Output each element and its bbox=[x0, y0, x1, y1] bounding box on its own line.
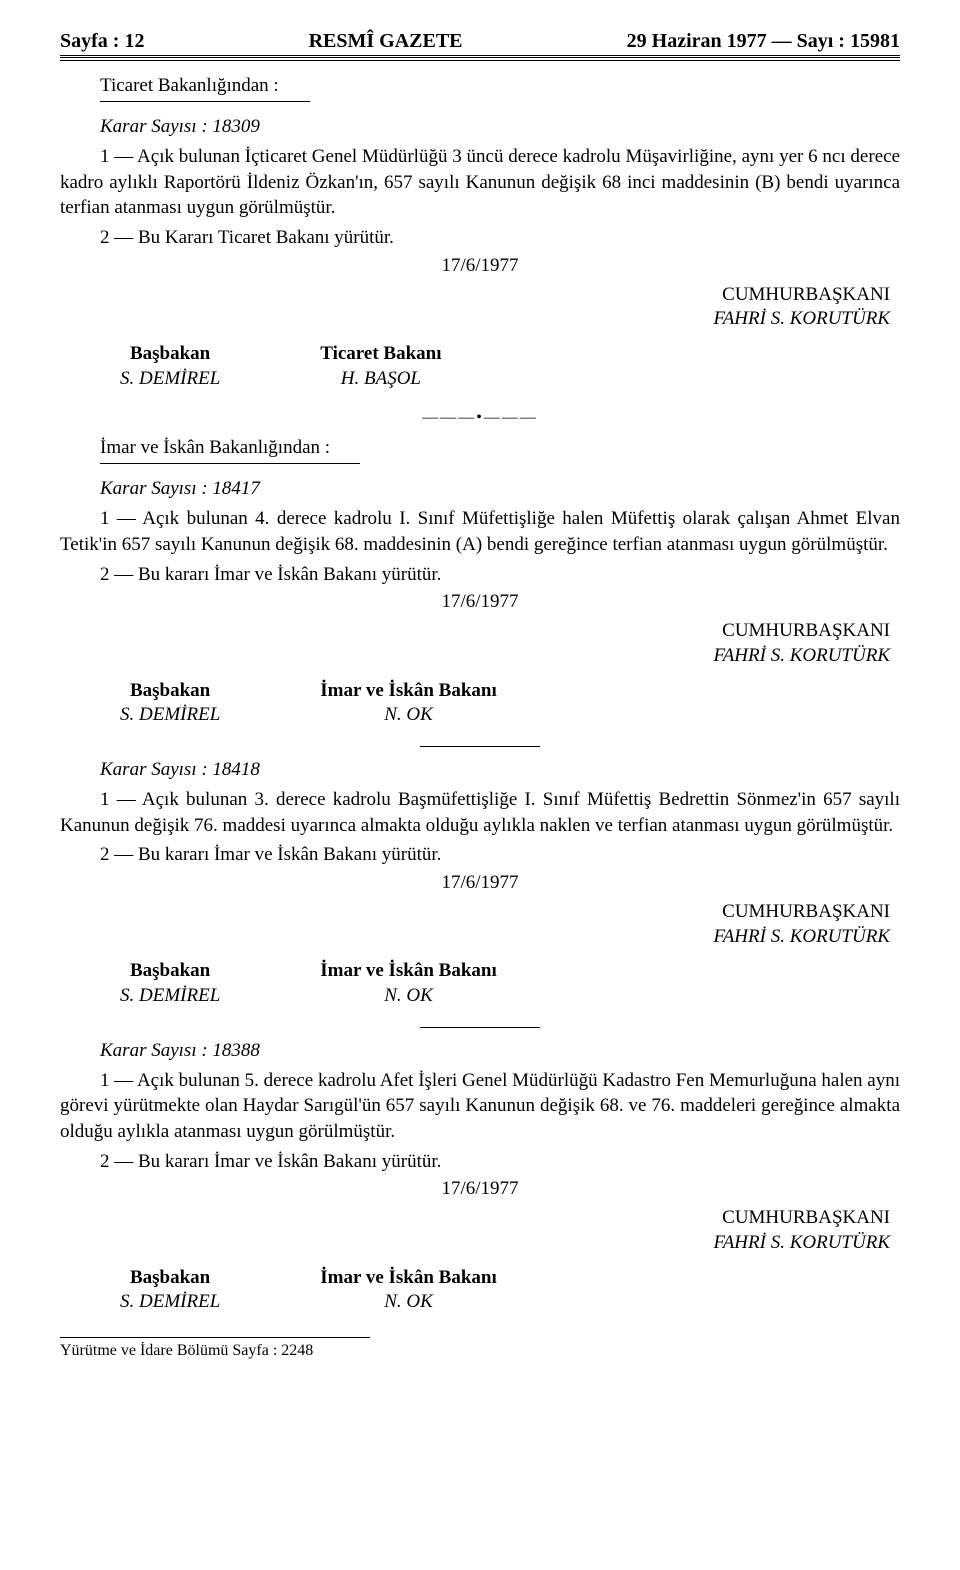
president-name: FAHRİ S. KORUTÜRK bbox=[60, 1231, 890, 1256]
karar-18388-p2: 2 — Bu kararı İmar ve İskân Bakanı yürüt… bbox=[60, 1149, 900, 1175]
karar-18417-p1: 1 — Açık bulunan 4. derece kadrolu I. Sı… bbox=[60, 506, 900, 557]
header-left: Sayfa : 12 bbox=[60, 30, 144, 53]
sig-title-imar: İmar ve İskân Bakanı bbox=[320, 959, 497, 984]
page-header: Sayfa : 12 RESMÎ GAZETE 29 Haziran 1977 … bbox=[60, 30, 900, 53]
short-rule bbox=[420, 1027, 540, 1028]
ministry-heading-imar: İmar ve İskân Bakanlığından : bbox=[100, 437, 900, 459]
karar-18417-date: 17/6/1977 bbox=[60, 591, 900, 613]
signature-row: Başbakan S. DEMİREL İmar ve İskân Bakanı… bbox=[120, 1266, 900, 1315]
president-name: FAHRİ S. KORUTÜRK bbox=[60, 307, 890, 332]
sig-name-demirel: S. DEMİREL bbox=[120, 703, 220, 728]
karar-no-18309: Karar Sayısı : 18309 bbox=[100, 116, 900, 138]
karar-18418-p1: 1 — Açık bulunan 3. derece kadrolu Başmü… bbox=[60, 787, 900, 838]
signature-row: Başbakan S. DEMİREL Ticaret Bakanı H. BA… bbox=[120, 342, 900, 391]
signature-imar-bakani: İmar ve İskân Bakanı N. OK bbox=[320, 959, 497, 1008]
ministry-heading-ticaret: Ticaret Bakanlığından : bbox=[100, 75, 900, 97]
sig-name-demirel: S. DEMİREL bbox=[120, 1290, 220, 1315]
ministry-underline bbox=[100, 101, 310, 102]
karar-18309-date: 17/6/1977 bbox=[60, 255, 900, 277]
sig-title-basbakan: Başbakan bbox=[120, 1266, 220, 1291]
signature-basbakan: Başbakan S. DEMİREL bbox=[120, 1266, 220, 1315]
header-rule bbox=[60, 55, 900, 61]
president-name: FAHRİ S. KORUTÜRK bbox=[60, 644, 890, 669]
president-title: CUMHURBAŞKANI bbox=[60, 283, 890, 308]
president-block: CUMHURBAŞKANI FAHRİ S. KORUTÜRK bbox=[60, 900, 890, 949]
sig-name-ok: N. OK bbox=[320, 984, 497, 1009]
ministry-underline bbox=[100, 463, 360, 464]
karar-18309-p2: 2 — Bu Kararı Ticaret Bakanı yürütür. bbox=[60, 225, 900, 251]
signature-row: Başbakan S. DEMİREL İmar ve İskân Bakanı… bbox=[120, 959, 900, 1008]
short-rule bbox=[420, 746, 540, 747]
signature-imar-bakani: İmar ve İskân Bakanı N. OK bbox=[320, 1266, 497, 1315]
president-block: CUMHURBAŞKANI FAHRİ S. KORUTÜRK bbox=[60, 619, 890, 668]
sig-name-basol: H. BAŞOL bbox=[320, 367, 441, 392]
sig-title-basbakan: Başbakan bbox=[120, 959, 220, 984]
signature-basbakan: Başbakan S. DEMİREL bbox=[120, 679, 220, 728]
president-title: CUMHURBAŞKANI bbox=[60, 619, 890, 644]
signature-imar-bakani: İmar ve İskân Bakanı N. OK bbox=[320, 679, 497, 728]
sig-name-ok: N. OK bbox=[320, 1290, 497, 1315]
sig-name-demirel: S. DEMİREL bbox=[120, 367, 220, 392]
signature-ticaret-bakani: Ticaret Bakanı H. BAŞOL bbox=[320, 342, 441, 391]
page-footer: Yürütme ve İdare Bölümü Sayfa : 2248 bbox=[60, 1337, 370, 1360]
sig-title-basbakan: Başbakan bbox=[120, 679, 220, 704]
signature-basbakan: Başbakan S. DEMİREL bbox=[120, 342, 220, 391]
page: Sayfa : 12 RESMÎ GAZETE 29 Haziran 1977 … bbox=[0, 0, 960, 1400]
header-right: 29 Haziran 1977 — Sayı : 15981 bbox=[627, 30, 900, 53]
karar-no-18417: Karar Sayısı : 18417 bbox=[100, 478, 900, 500]
karar-18388-date: 17/6/1977 bbox=[60, 1178, 900, 1200]
president-block: CUMHURBAŞKANI FAHRİ S. KORUTÜRK bbox=[60, 1206, 890, 1255]
sig-title-ticaret: Ticaret Bakanı bbox=[320, 342, 441, 367]
signature-row: Başbakan S. DEMİREL İmar ve İskân Bakanı… bbox=[120, 679, 900, 728]
karar-no-18388: Karar Sayısı : 18388 bbox=[100, 1040, 900, 1062]
separator-dot: ———•——— bbox=[60, 409, 900, 427]
sig-title-imar: İmar ve İskân Bakanı bbox=[320, 1266, 497, 1291]
president-title: CUMHURBAŞKANI bbox=[60, 900, 890, 925]
president-name: FAHRİ S. KORUTÜRK bbox=[60, 925, 890, 950]
karar-18418-p2: 2 — Bu kararı İmar ve İskân Bakanı yürüt… bbox=[60, 842, 900, 868]
signature-basbakan: Başbakan S. DEMİREL bbox=[120, 959, 220, 1008]
president-block: CUMHURBAŞKANI FAHRİ S. KORUTÜRK bbox=[60, 283, 890, 332]
karar-no-18418: Karar Sayısı : 18418 bbox=[100, 759, 900, 781]
sig-name-demirel: S. DEMİREL bbox=[120, 984, 220, 1009]
president-title: CUMHURBAŞKANI bbox=[60, 1206, 890, 1231]
karar-18388-p1: 1 — Açık bulunan 5. derece kadrolu Afet … bbox=[60, 1068, 900, 1145]
sig-name-ok: N. OK bbox=[320, 703, 497, 728]
sig-title-imar: İmar ve İskân Bakanı bbox=[320, 679, 497, 704]
karar-18418-date: 17/6/1977 bbox=[60, 872, 900, 894]
header-center: RESMÎ GAZETE bbox=[309, 30, 463, 53]
karar-18309-p1: 1 — Açık bulunan İçticaret Genel Müdürlü… bbox=[60, 144, 900, 221]
sig-title-basbakan: Başbakan bbox=[120, 342, 220, 367]
karar-18417-p2: 2 — Bu kararı İmar ve İskân Bakanı yürüt… bbox=[60, 562, 900, 588]
